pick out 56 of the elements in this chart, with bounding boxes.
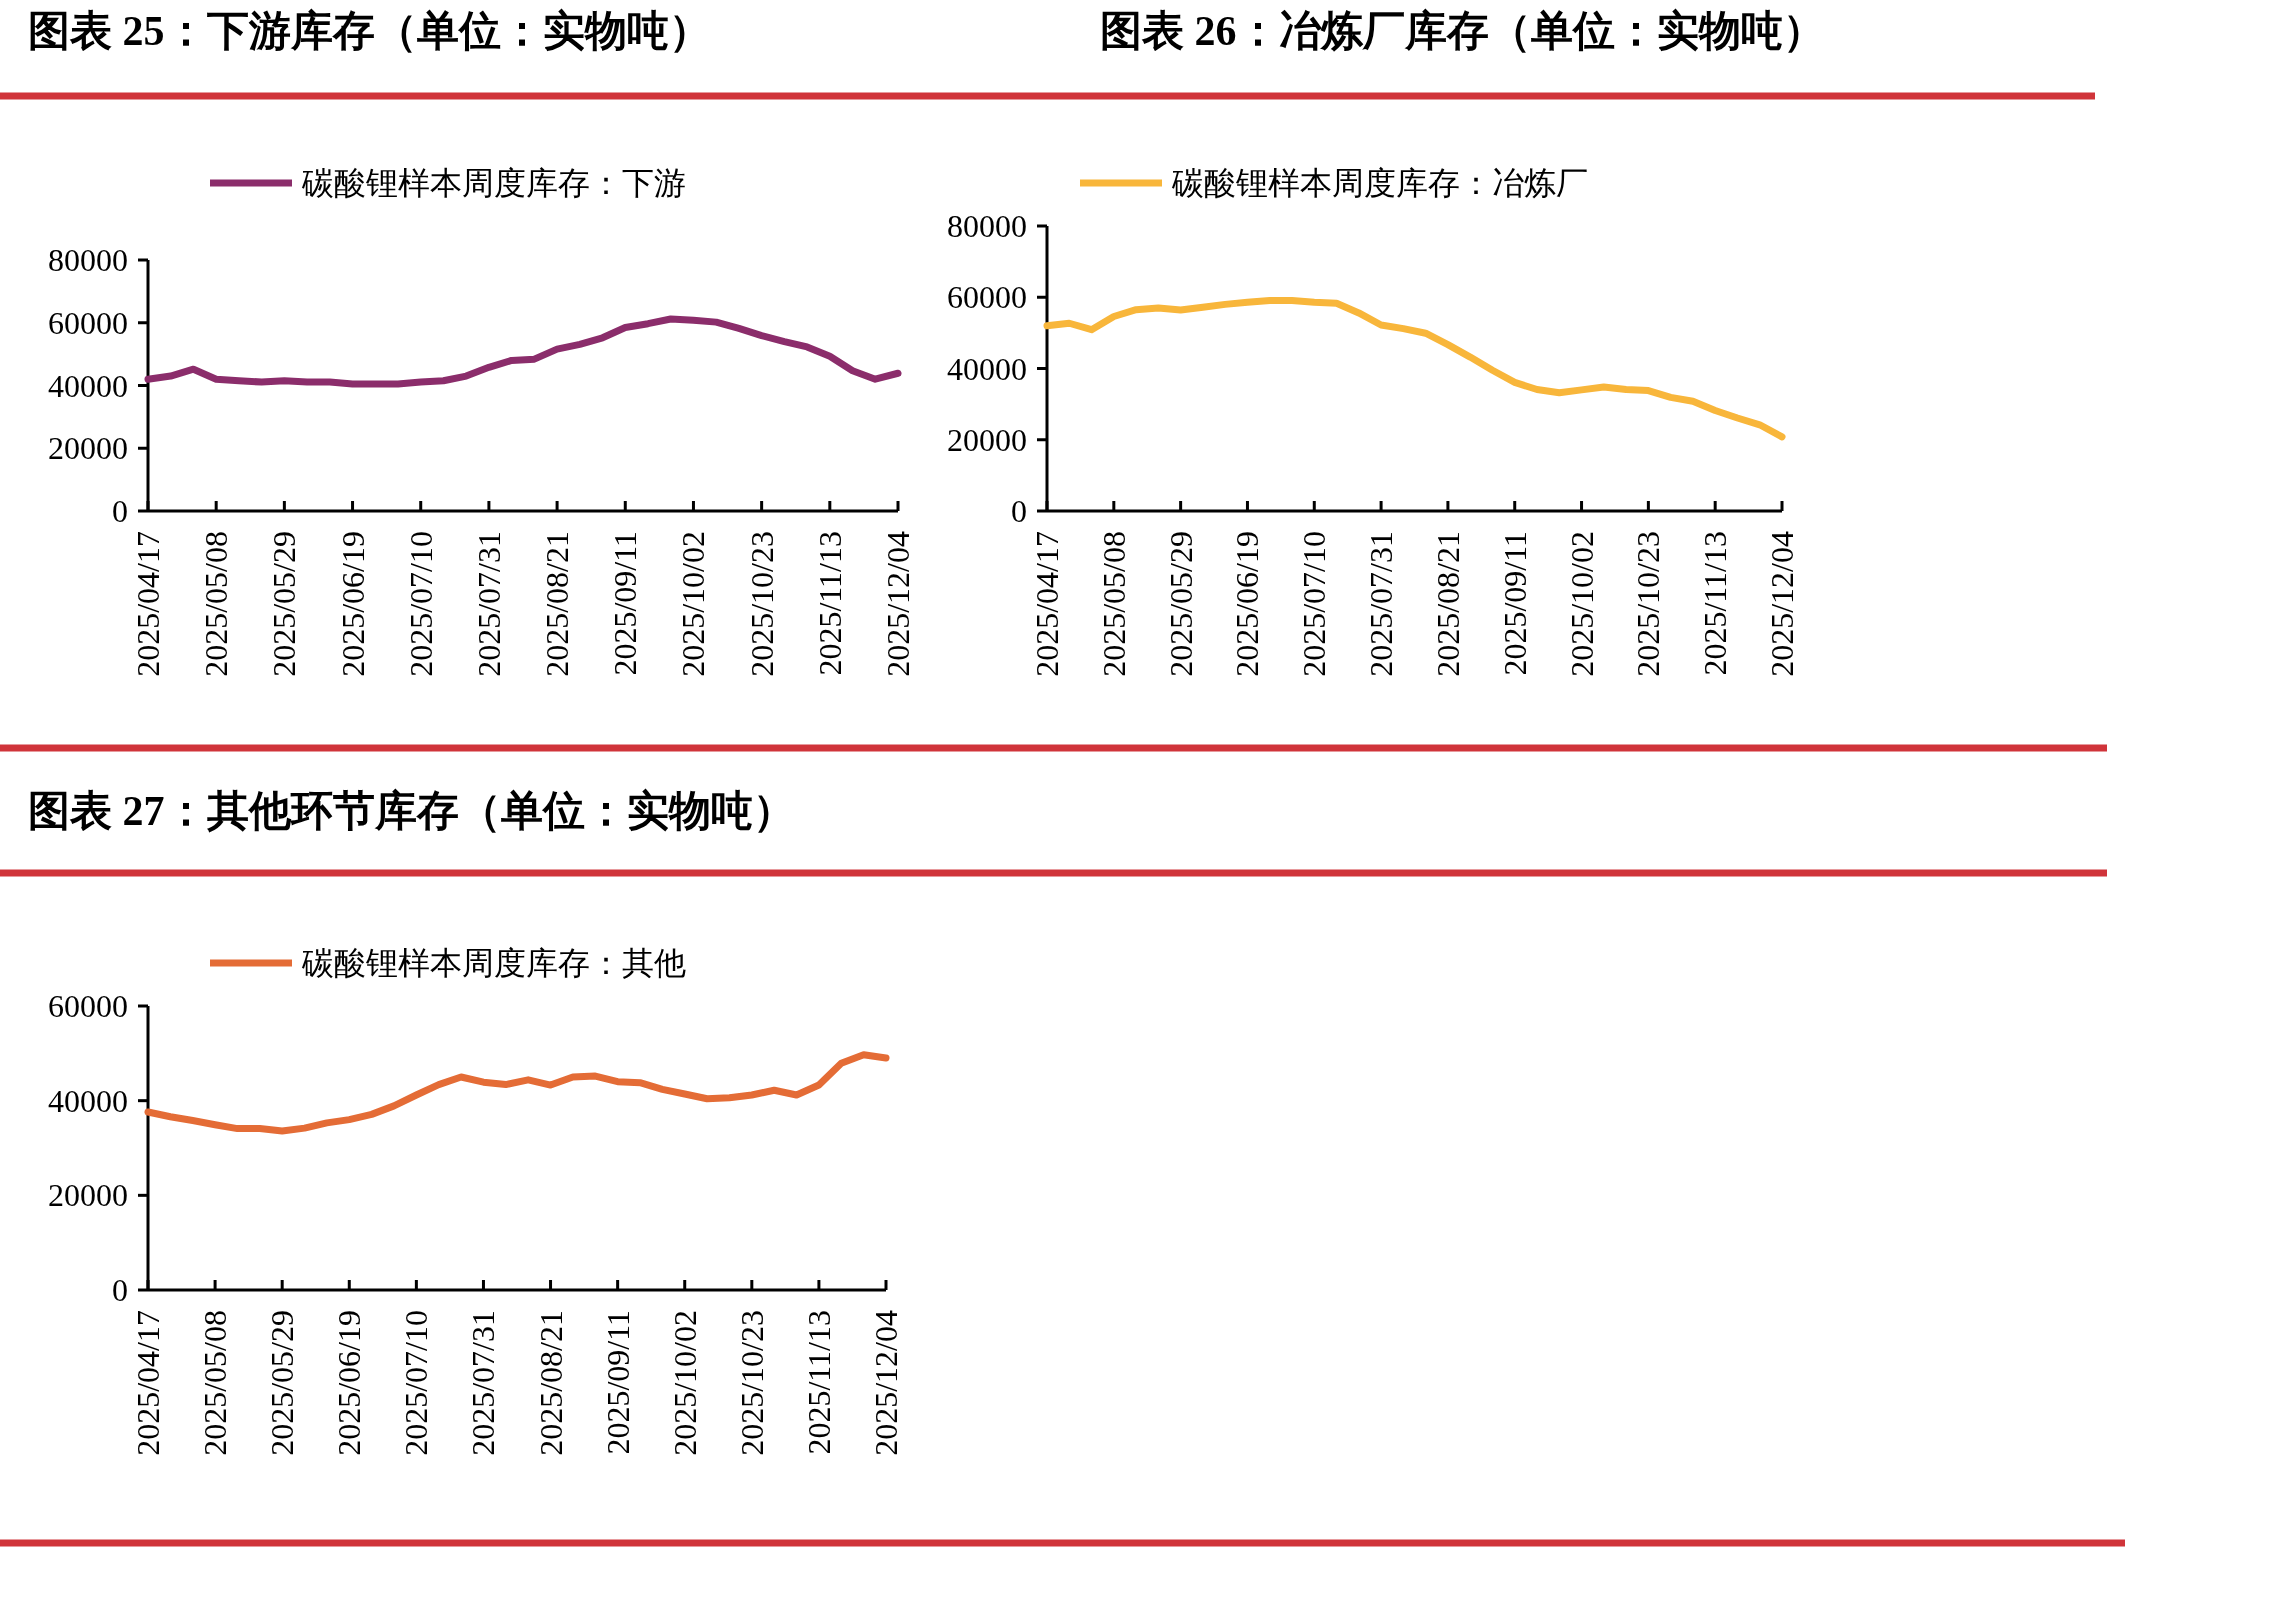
x-tick-label: 2025/09/11 xyxy=(1496,531,1533,676)
y-tick-label: 60000 xyxy=(48,304,128,341)
x-tick-label: 2025/12/04 xyxy=(868,1310,904,1456)
x-tick-label: 2025/11/13 xyxy=(800,1310,837,1455)
y-tick-label: 20000 xyxy=(48,430,128,467)
x-tick-label: 2025/07/10 xyxy=(398,1310,435,1456)
x-tick-label: 2025/10/02 xyxy=(666,1310,703,1456)
y-tick-label: 20000 xyxy=(48,1177,128,1214)
y-tick-label: 40000 xyxy=(48,367,128,404)
x-tick-label: 2025/06/19 xyxy=(1229,531,1266,677)
y-tick-label: 80000 xyxy=(48,242,128,278)
x-tick-label: 2025/08/21 xyxy=(532,1310,569,1456)
chart-title: 图表 27：其他环节库存（单位：实物吨） xyxy=(28,788,795,834)
x-tick-label: 2025/11/13 xyxy=(1697,531,1734,676)
x-tick-label: 2025/05/08 xyxy=(197,1310,234,1456)
x-tick-label: 2025/12/04 xyxy=(1764,531,1800,677)
y-tick-label: 0 xyxy=(112,1272,128,1308)
x-tick-label: 2025/07/10 xyxy=(1296,531,1333,677)
x-tick-label: 2025/04/17 xyxy=(1029,531,1065,677)
x-tick-label: 2025/09/11 xyxy=(607,531,644,676)
chart-title: 图表 25：下游库存（单位：实物吨） xyxy=(28,8,711,54)
x-tick-label: 2025/10/23 xyxy=(733,1310,770,1456)
x-tick-label: 2025/05/29 xyxy=(1162,531,1199,677)
x-tick-label: 2025/06/19 xyxy=(334,531,371,677)
x-tick-label: 2025/08/21 xyxy=(539,531,576,677)
x-tick-label: 2025/10/23 xyxy=(743,531,780,677)
y-tick-label: 80000 xyxy=(947,208,1027,244)
y-tick-label: 60000 xyxy=(947,279,1027,316)
x-tick-label: 2025/05/08 xyxy=(1095,531,1132,677)
y-tick-label: 0 xyxy=(1011,493,1027,529)
x-tick-label: 2025/09/11 xyxy=(599,1310,636,1455)
x-tick-label: 2025/12/04 xyxy=(880,531,916,677)
x-tick-label: 2025/04/17 xyxy=(130,1310,166,1456)
x-tick-label: 2025/06/19 xyxy=(331,1310,368,1456)
x-tick-label: 2025/07/31 xyxy=(465,1310,502,1456)
x-tick-label: 2025/07/10 xyxy=(402,531,439,677)
x-tick-label: 2025/07/31 xyxy=(470,531,507,677)
x-tick-label: 2025/05/29 xyxy=(264,1310,301,1456)
x-tick-label: 2025/11/13 xyxy=(811,531,848,676)
x-tick-label: 2025/05/08 xyxy=(198,531,235,677)
x-tick-label: 2025/08/21 xyxy=(1429,531,1466,677)
chart-title: 图表 26：冶炼厂库存（单位：实物吨） xyxy=(1100,8,1825,54)
legend-label: 碳酸锂样本周度库存：下游 xyxy=(301,165,686,201)
x-tick-label: 2025/07/31 xyxy=(1363,531,1400,677)
y-tick-label: 20000 xyxy=(947,421,1027,458)
legend-label: 碳酸锂样本周度库存：其他 xyxy=(301,945,686,981)
y-tick-label: 0 xyxy=(112,493,128,529)
y-tick-label: 40000 xyxy=(947,350,1027,387)
x-tick-label: 2025/04/17 xyxy=(130,531,166,677)
y-tick-label: 60000 xyxy=(48,988,128,1024)
x-tick-label: 2025/10/23 xyxy=(1630,531,1667,677)
x-tick-label: 2025/05/29 xyxy=(266,531,303,677)
x-tick-label: 2025/10/02 xyxy=(675,531,712,677)
y-tick-label: 40000 xyxy=(48,1082,128,1119)
x-tick-label: 2025/10/02 xyxy=(1563,531,1600,677)
legend-label: 碳酸锂样本周度库存：冶炼厂 xyxy=(1171,165,1588,201)
